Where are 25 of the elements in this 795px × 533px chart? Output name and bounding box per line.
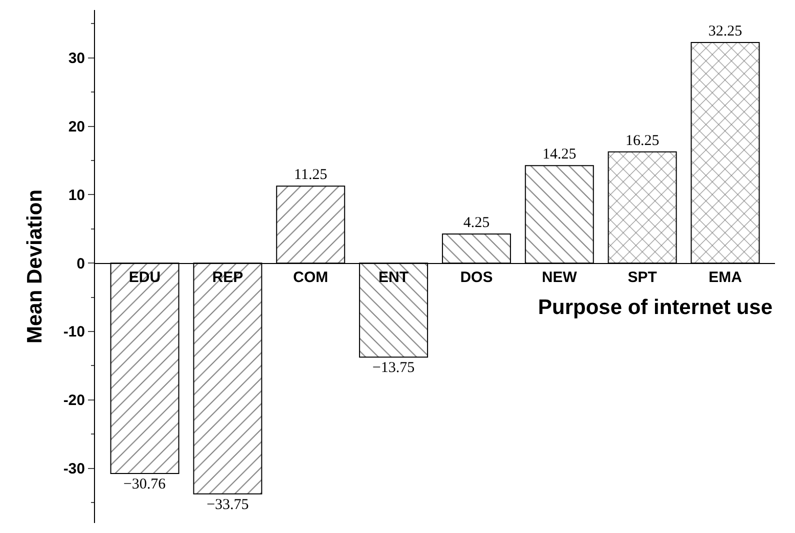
data-label: 32.25 bbox=[708, 23, 742, 40]
x-tick-label: ENT bbox=[378, 269, 409, 286]
y-tick-label: -30 bbox=[63, 460, 85, 478]
x-tick-label: EDU bbox=[128, 269, 161, 286]
data-label: 11.25 bbox=[294, 167, 328, 184]
y-axis-title: Mean Deviation bbox=[23, 189, 46, 344]
data-label: 4.25 bbox=[463, 215, 490, 232]
data-label: −30.76 bbox=[123, 476, 166, 492]
data-label: −33.75 bbox=[206, 496, 249, 513]
data-label: −13.75 bbox=[372, 360, 415, 376]
x-tick-label: NEW bbox=[542, 269, 578, 286]
y-tick-label: -20 bbox=[63, 392, 85, 410]
x-axis-title: Purpose of internet use bbox=[538, 296, 773, 319]
x-tick-label: EMA bbox=[708, 269, 742, 286]
y-tick-label: 10 bbox=[68, 186, 85, 204]
x-tick-label: REP bbox=[212, 269, 244, 286]
data-label: 16.25 bbox=[625, 132, 660, 149]
data-label: 14.25 bbox=[542, 146, 576, 163]
x-tick-label: DOS bbox=[460, 269, 493, 286]
y-tick-label: -10 bbox=[63, 324, 85, 341]
y-tick-label: 30 bbox=[68, 50, 85, 68]
y-tick-label: 20 bbox=[68, 118, 85, 136]
x-tick-label: SPT bbox=[628, 269, 657, 286]
x-tick-label: COM bbox=[293, 269, 328, 286]
y-tick-label: 0 bbox=[76, 255, 85, 272]
